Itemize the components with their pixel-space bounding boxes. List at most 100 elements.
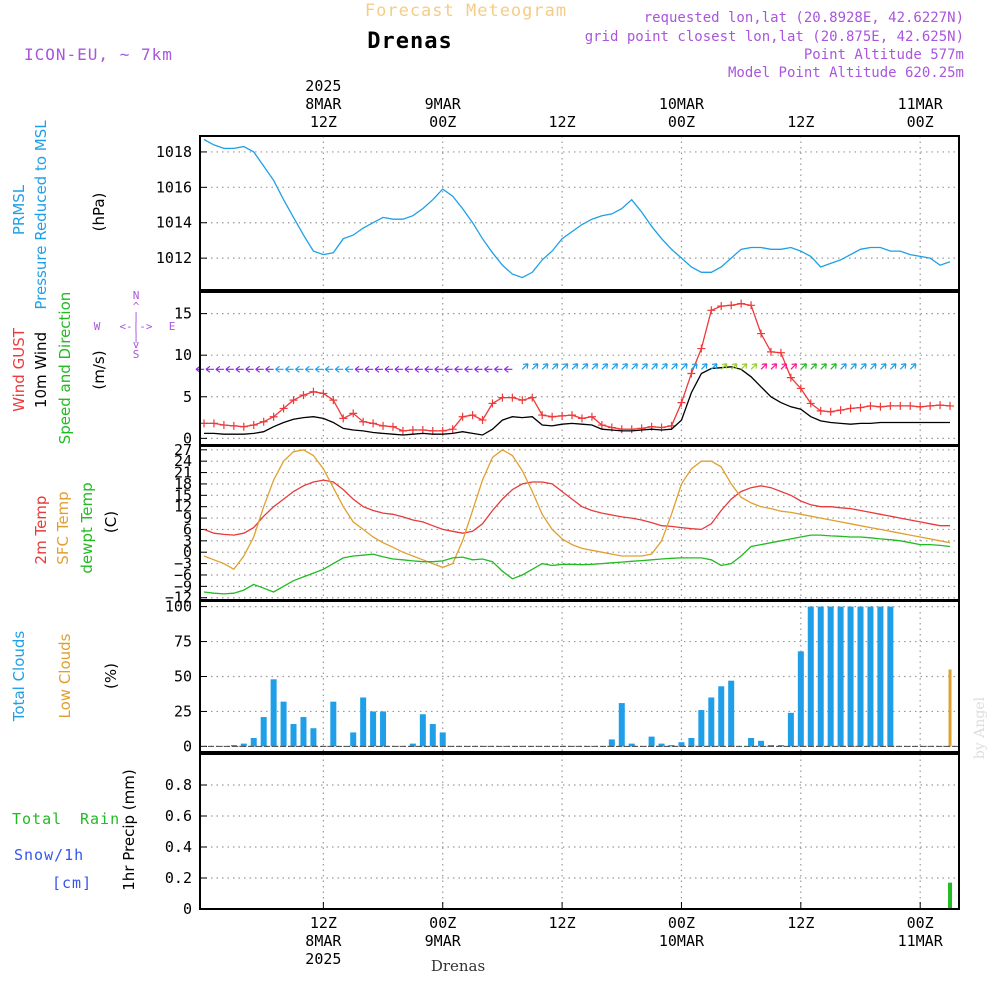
gust-marker (428, 426, 437, 435)
bar-total-clouds (767, 745, 774, 747)
precip-total-label: Total (12, 810, 62, 828)
gust-marker (319, 389, 328, 398)
gust-marker (249, 421, 258, 430)
gust-marker (388, 422, 397, 431)
wind-direction-arrow (503, 365, 513, 373)
precip-unit: 1hr Precip (mm) (120, 769, 138, 890)
wind-direction-arrow (800, 363, 808, 370)
wind-direction-arrow (305, 365, 314, 373)
wind-direction-arrow (521, 363, 529, 370)
y-tick-label: −6 (174, 566, 192, 584)
bar-total-rain (948, 882, 953, 909)
dewpt-label: dewpt Temp (78, 482, 96, 573)
bar-total-clouds (867, 606, 874, 747)
gust-marker (289, 396, 298, 405)
wind-direction-arrow (225, 365, 234, 373)
gust-marker (737, 299, 746, 308)
bar-total-clouds (409, 743, 416, 747)
precip-cm-label: [cm] (52, 874, 92, 892)
gust-marker (438, 426, 447, 435)
y-tick-label: 18 (174, 475, 192, 493)
y-tick-label: 0 (183, 900, 192, 918)
gust-marker (946, 401, 955, 410)
bar-total-clouds (628, 743, 635, 747)
wind-direction-arrow (681, 363, 688, 370)
top-time-label: 11MAR (898, 95, 944, 113)
wind-direction-arrow (484, 365, 493, 373)
y-tick-label: 1016 (156, 178, 192, 196)
top-time-label: 8MAR (305, 95, 342, 113)
compass-e: E (169, 320, 176, 333)
top-time-label: 9MAR (425, 95, 462, 113)
wind-direction-arrow (324, 365, 334, 373)
wind-direction-arrow (840, 363, 847, 370)
wind-direction-arrow (541, 363, 549, 370)
gust-marker (200, 419, 208, 428)
gust-marker (219, 421, 228, 430)
gust-marker (468, 411, 477, 420)
bar-total-clouds (698, 710, 705, 747)
wind-direction-arrow (205, 365, 214, 373)
wind-direction-arrow (601, 363, 609, 370)
wind-direction-arrow (561, 363, 569, 370)
compass-mid2: | (133, 330, 140, 343)
gust-marker (359, 417, 368, 426)
gust-marker (876, 402, 885, 411)
wind-unit: (m/s) (90, 350, 108, 389)
y-tick-label: 25 (174, 702, 192, 720)
gust-marker (617, 425, 626, 434)
y-tick-label: −12 (165, 589, 192, 607)
gust-marker (379, 421, 388, 430)
gust-marker (418, 426, 427, 435)
wind-direction-arrow (454, 365, 463, 373)
gust-marker (279, 404, 288, 413)
bar-total-clouds (718, 686, 725, 747)
wind-direction-arrow (364, 365, 374, 373)
wind-direction-arrow (315, 365, 324, 373)
gust-marker (259, 417, 268, 426)
gust-marker (677, 398, 686, 407)
gust-marker (886, 401, 895, 410)
gust-marker (597, 421, 606, 430)
top-time-label: 00Z (429, 113, 456, 131)
compass-n: N (133, 289, 140, 302)
wind-direction-arrow (631, 363, 638, 370)
gust-marker (786, 373, 795, 382)
bar-total-clouds (350, 732, 357, 747)
wind-direction-arrow (621, 363, 628, 370)
gust-marker (209, 419, 218, 428)
y-tick-label: 24 (174, 452, 192, 470)
bottom-time-label: 9MAR (425, 932, 462, 950)
bar-total-clouds (419, 714, 426, 747)
bar-total-clouds (439, 732, 446, 747)
gust-marker (836, 406, 845, 415)
gust-marker (239, 422, 248, 431)
gust-marker (906, 401, 915, 410)
gust-marker (627, 425, 636, 434)
wind-direction-arrow (404, 365, 413, 373)
bar-total-clouds (847, 606, 854, 747)
y-tick-label: 12 (174, 498, 192, 516)
wind-direction-arrow (384, 365, 393, 373)
gust-marker (309, 387, 318, 396)
series-sfc-temp (203, 449, 951, 571)
bar-total-clouds (300, 717, 307, 747)
y-tick-label: 27 (174, 441, 192, 459)
wind-direction-arrow (690, 363, 698, 370)
wind-direction-arrow (750, 363, 758, 370)
bottom-time-label: 11MAR (898, 932, 944, 950)
y-tick-label: 1012 (156, 249, 192, 267)
y-tick-label: 15 (174, 486, 192, 504)
gust-marker (448, 425, 457, 434)
gust-marker (518, 396, 527, 405)
wind-direction-arrow (720, 363, 728, 370)
wind-direction-arrow (611, 363, 619, 370)
gust-marker (776, 348, 785, 357)
bar-total-clouds (230, 745, 237, 747)
wind-direction-arrow (581, 363, 589, 370)
wind-direction-arrow (671, 363, 678, 370)
bottom-time-label: 00Z (429, 914, 456, 932)
gust-marker (587, 412, 596, 421)
wind-direction-arrow (444, 365, 453, 373)
compass-arrows: <-|-> (119, 320, 152, 333)
